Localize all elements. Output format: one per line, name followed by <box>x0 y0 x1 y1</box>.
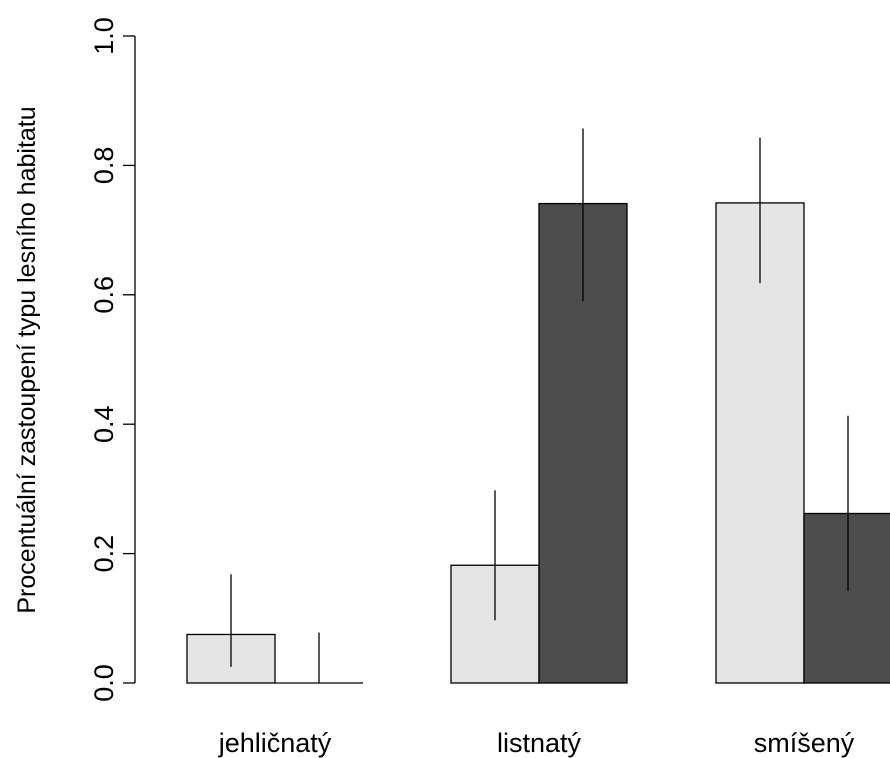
y-tick-label: 1.0 <box>89 17 119 55</box>
bar <box>538 202 628 684</box>
y-tick-label: 0.8 <box>89 147 119 185</box>
error-bars-group <box>230 128 849 683</box>
y-tick-label: 0.6 <box>89 276 119 314</box>
y-axis-label: Procentuální zastoupení typu lesního hab… <box>13 106 41 613</box>
y-tick-label: 0.2 <box>89 535 119 573</box>
bars-group <box>186 202 890 684</box>
x-tick-label: jehličnatý <box>218 728 332 758</box>
y-tick-label: 0.4 <box>89 405 119 443</box>
bar <box>803 512 890 684</box>
x-tick-label: smíšený <box>754 728 855 758</box>
category-labels: jehličnatý listnatý smíšený <box>218 728 855 758</box>
x-tick-label: listnatý <box>497 728 582 758</box>
y-axis: 0.0 0.2 0.4 0.6 0.8 1.0 <box>89 17 136 702</box>
y-tick-label: 0.0 <box>89 664 119 702</box>
